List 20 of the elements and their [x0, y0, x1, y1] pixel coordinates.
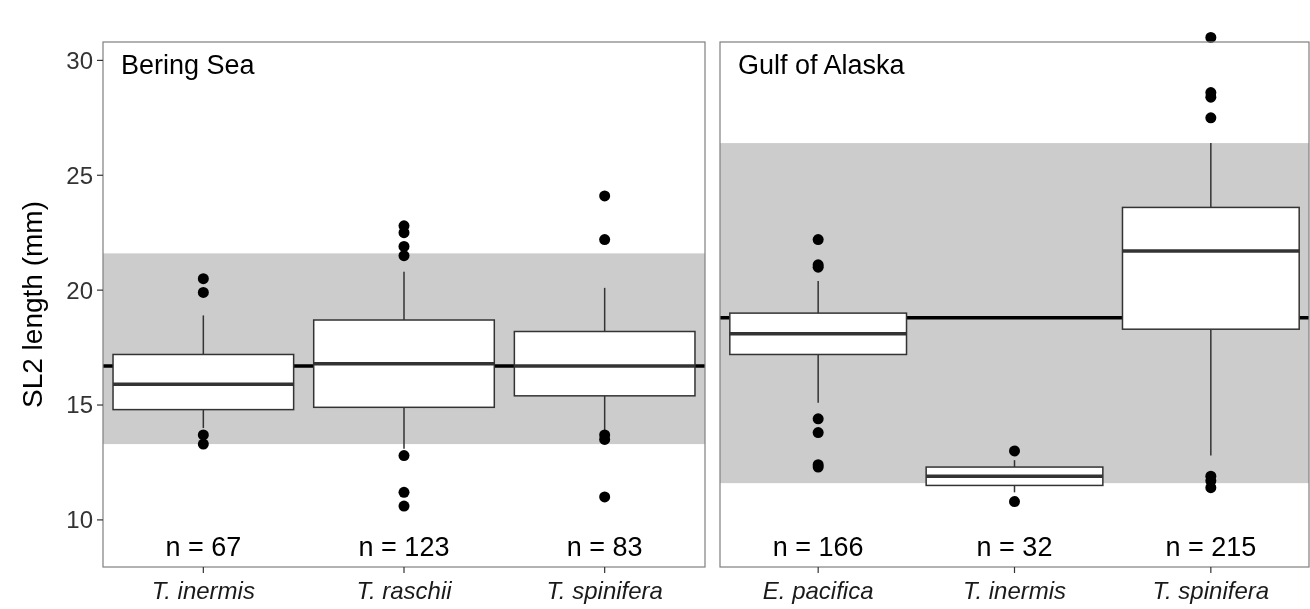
x-tick-label: T. inermis	[151, 577, 255, 604]
x-tick-label: T. inermis	[962, 577, 1067, 604]
annotation: n = 67	[165, 532, 242, 562]
annotation: Bering Sea	[121, 50, 256, 80]
annotation: n = 166	[772, 532, 864, 562]
y-tick-label: 30	[66, 46, 93, 74]
y-tick-label: 20	[66, 276, 93, 304]
annotation: Gulf of Alaska	[738, 50, 906, 80]
x-tick-label: T. spinifera	[546, 577, 663, 604]
x-tick-label: T. raschii	[356, 577, 453, 604]
annotation: n = 123	[358, 532, 450, 562]
y-tick-label: 25	[66, 161, 93, 189]
y-tick-label: 10	[66, 506, 93, 534]
y-axis-title: SL2 length (mm)	[17, 201, 48, 408]
y-tick-label: 15	[66, 391, 93, 419]
x-tick-label: E. pacifica	[762, 577, 874, 604]
annotation: n = 83	[566, 532, 643, 562]
x-tick-label: T. spinifera	[1152, 577, 1270, 604]
annotation: n = 32	[976, 532, 1053, 562]
annotation: n = 215	[1165, 532, 1257, 562]
